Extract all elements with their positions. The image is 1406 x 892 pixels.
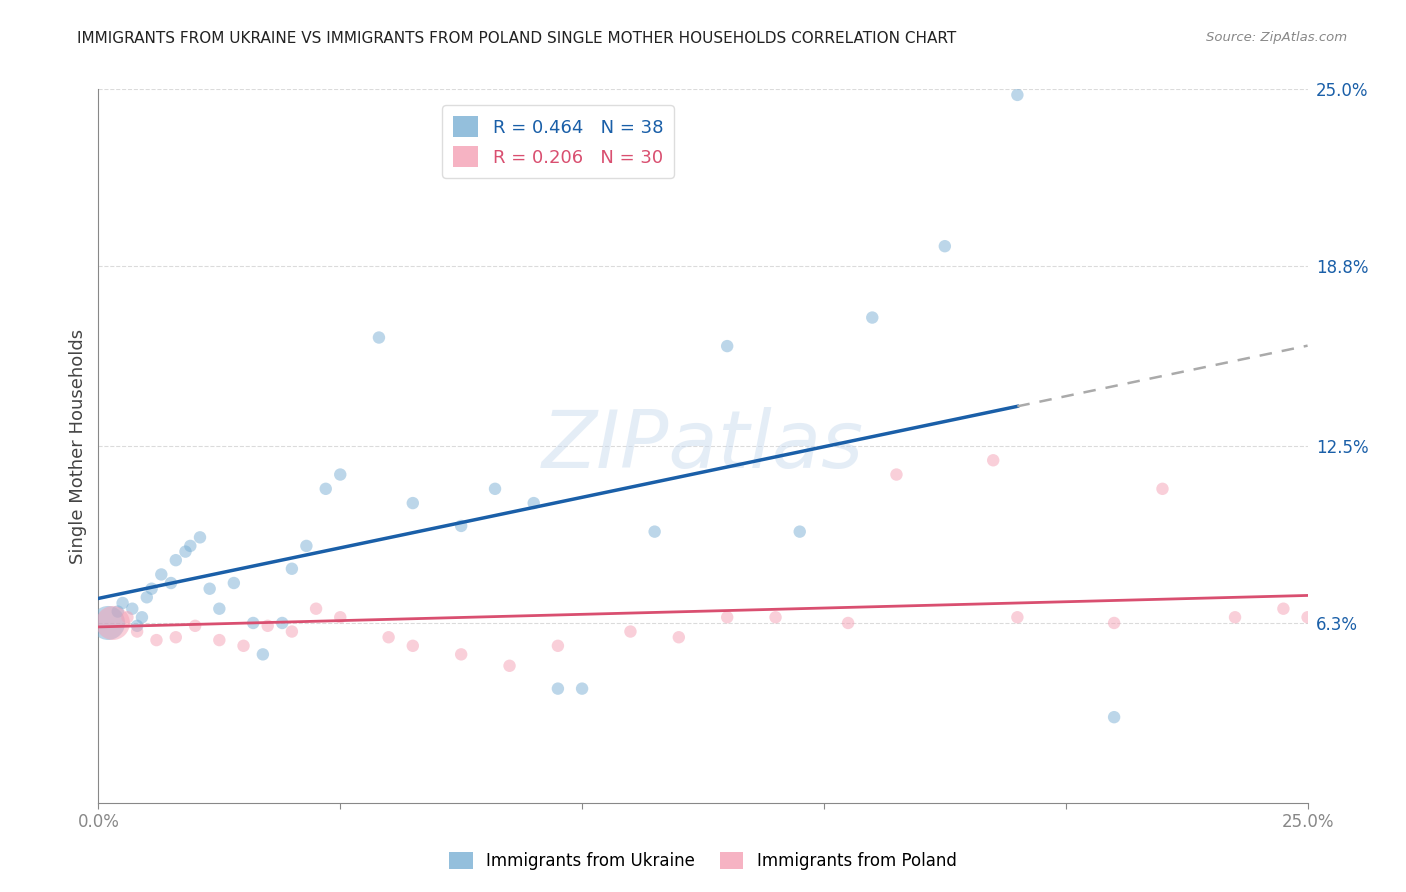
Y-axis label: Single Mother Households: Single Mother Households — [69, 328, 87, 564]
Point — [127, 624, 149, 639]
Point — [402, 639, 425, 653]
Point — [450, 648, 472, 662]
Point — [315, 482, 337, 496]
Point — [208, 633, 231, 648]
Point — [498, 658, 520, 673]
Point — [252, 648, 274, 662]
Point — [1102, 615, 1125, 630]
Text: IMMIGRANTS FROM UKRAINE VS IMMIGRANTS FROM POLAND SINGLE MOTHER HOUSEHOLDS CORRE: IMMIGRANTS FROM UKRAINE VS IMMIGRANTS FR… — [77, 31, 956, 46]
Point — [716, 610, 738, 624]
Point — [329, 467, 352, 482]
Point — [789, 524, 811, 539]
Point — [368, 330, 391, 344]
Point — [97, 615, 120, 630]
Point — [765, 610, 787, 624]
Point — [165, 630, 187, 644]
Point — [402, 496, 425, 510]
Point — [141, 582, 163, 596]
Point — [281, 624, 304, 639]
Point — [450, 519, 472, 533]
Point — [377, 630, 399, 644]
Point — [571, 681, 593, 696]
Point — [716, 339, 738, 353]
Point — [1102, 710, 1125, 724]
Point — [547, 639, 569, 653]
Point — [242, 615, 264, 630]
Legend: Immigrants from Ukraine, Immigrants from Poland: Immigrants from Ukraine, Immigrants from… — [443, 845, 963, 877]
Point — [198, 582, 221, 596]
Point — [668, 630, 690, 644]
Point — [329, 610, 352, 624]
Point — [179, 539, 201, 553]
Point — [1296, 610, 1319, 624]
Point — [1272, 601, 1295, 615]
Point — [295, 539, 318, 553]
Point — [256, 619, 278, 633]
Point — [523, 496, 546, 510]
Point — [188, 530, 211, 544]
Point — [127, 619, 149, 633]
Point — [644, 524, 666, 539]
Point — [131, 610, 153, 624]
Text: Source: ZipAtlas.com: Source: ZipAtlas.com — [1206, 31, 1347, 45]
Point — [934, 239, 956, 253]
Point — [160, 576, 183, 591]
Point — [305, 601, 328, 615]
Point — [1007, 610, 1029, 624]
Point — [107, 605, 129, 619]
Point — [121, 601, 143, 615]
Point — [117, 610, 139, 624]
Legend: R = 0.464   N = 38, R = 0.206   N = 30: R = 0.464 N = 38, R = 0.206 N = 30 — [441, 105, 673, 178]
Point — [1223, 610, 1246, 624]
Point — [281, 562, 304, 576]
Text: ZIPatlas: ZIPatlas — [541, 407, 865, 485]
Point — [271, 615, 294, 630]
Point — [981, 453, 1004, 467]
Point — [101, 615, 124, 630]
Point — [145, 633, 167, 648]
Point — [174, 544, 197, 558]
Point — [111, 596, 134, 610]
Point — [547, 681, 569, 696]
Point — [1152, 482, 1174, 496]
Point — [886, 467, 908, 482]
Point — [232, 639, 254, 653]
Point — [860, 310, 883, 325]
Point — [619, 624, 641, 639]
Point — [208, 601, 231, 615]
Point — [484, 482, 506, 496]
Point — [837, 615, 859, 630]
Point — [165, 553, 187, 567]
Point — [135, 591, 157, 605]
Point — [222, 576, 245, 591]
Point — [150, 567, 173, 582]
Point — [184, 619, 207, 633]
Point — [1007, 87, 1029, 102]
